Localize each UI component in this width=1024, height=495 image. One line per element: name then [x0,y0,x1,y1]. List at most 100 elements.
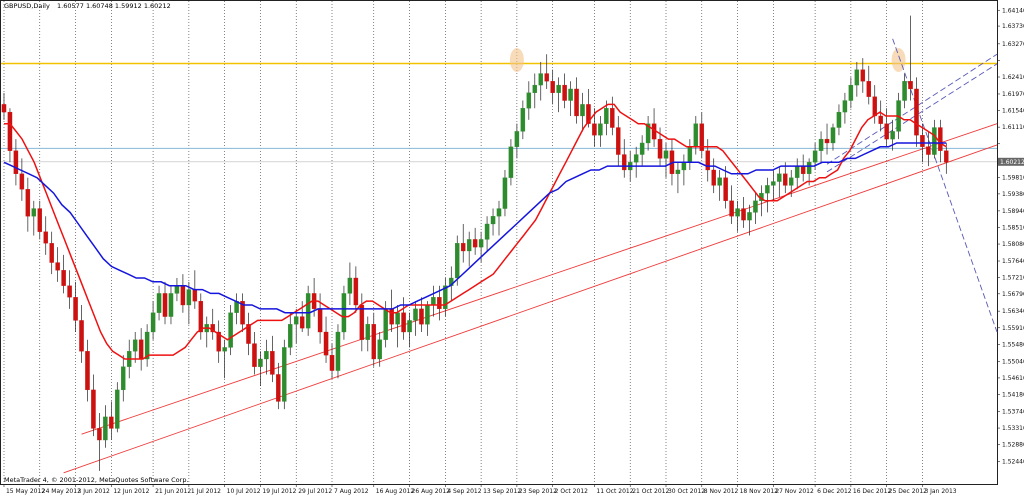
y-tick-label: 1.58080 [1002,241,1024,248]
x-tick-label: 3 Jun 2012 [78,488,110,495]
candlesticks [1,15,949,471]
candle [79,304,84,363]
candle [443,277,448,317]
candle [132,332,138,363]
current-price-label: 1.60212 [1000,159,1024,166]
candle [109,401,114,441]
candle [37,200,43,240]
candle [622,139,627,178]
x-tick-label: 16 Aug 2012 [376,488,415,495]
moving-averages [3,103,947,360]
candle [216,320,221,363]
copyright-text: MetaTrader 4, © 2001-2012, MetaQuotes So… [4,476,189,484]
x-tick-label: 19 Jul 2012 [262,488,296,495]
y-tick-label: 1.59810 [1002,174,1024,181]
y-tick-label: 1.57210 [1002,275,1024,282]
symbol-timeframe-label: GBPUSD,Daily [4,2,50,10]
candle [43,216,48,255]
ohlc-readout: 1.60577 1.60748 1.59912 1.60212 [57,2,171,10]
candle [914,77,919,147]
candle [341,285,347,340]
x-tick-label: 24 May 2012 [42,488,81,495]
candle [663,142,669,178]
trendline-lower [63,144,998,474]
candle [908,15,913,101]
candle [765,177,770,213]
candle [55,247,60,282]
y-tick-label: 1.61110 [1002,124,1024,131]
x-tick-label: 23 Sep 2012 [519,488,557,495]
y-tick-label: 1.61970 [1002,91,1024,98]
x-tick-label: 30 Oct 2012 [668,488,705,495]
y-tick-label: 1.59380 [1002,191,1024,198]
x-tick-label: 29 Jul 2012 [298,488,332,495]
candle [365,316,371,352]
candle [568,81,573,116]
candle [616,115,621,167]
y-tick-label: 1.54180 [1002,391,1024,398]
x-tick-label: 12 Jun 2012 [113,488,149,495]
candle [538,61,543,101]
candle [299,301,305,333]
candle [85,339,90,402]
candle [186,281,192,325]
candle [413,301,418,336]
trendline-dashed-down [892,38,998,333]
candle [31,200,37,236]
x-tick-label: 6 Dec 2012 [817,488,852,495]
candle [150,301,156,340]
candle [633,146,639,178]
candle [944,142,949,174]
candle [783,162,788,194]
candle [1,92,7,120]
candle [490,208,496,236]
candle [13,139,19,186]
x-tick-label: 10 Jul 2012 [227,488,261,495]
candle [305,285,311,336]
x-tick-label: 25 Dec 2012 [889,488,928,495]
candle [878,100,883,132]
y-tick-label: 1.54610 [1002,375,1024,382]
candle [830,123,836,151]
x-tick-label: 13 Sep 2012 [483,488,521,495]
x-tick-label: 7 Aug 2012 [334,488,369,495]
candle [729,185,734,224]
y-tick-label: 1.53310 [1002,425,1024,432]
candle [574,77,579,124]
current-price-tag [998,157,1024,166]
x-tick-label: 21 Oct 2012 [632,488,669,495]
candle [49,231,54,275]
x-tick-label: 3 Jan 2013 [924,488,956,495]
candle [347,262,353,305]
candle [472,227,478,255]
candle [258,351,263,387]
candle [735,200,740,232]
candle [532,73,538,109]
candle [407,312,412,348]
candle [717,169,722,201]
candle [556,77,561,113]
candle [723,166,728,209]
trendline-dashed-a [826,53,998,165]
candle [484,216,490,251]
candle [526,81,532,120]
candle [824,123,830,155]
candle [598,115,603,147]
candle [162,281,168,325]
y-tick-label: 1.61540 [1002,108,1024,115]
candle [73,281,78,333]
candle [359,293,365,352]
candle [264,339,269,375]
trendlines [63,38,998,474]
candle [240,293,245,333]
candle [19,158,25,201]
candle [854,61,860,97]
plot-area-border [0,0,998,485]
y-tick-label: 1.62410 [1002,74,1024,81]
candle [377,332,382,367]
candle [91,374,96,437]
y-tick-label: 1.63730 [1002,23,1024,30]
candle [932,119,937,159]
candle [741,196,746,228]
